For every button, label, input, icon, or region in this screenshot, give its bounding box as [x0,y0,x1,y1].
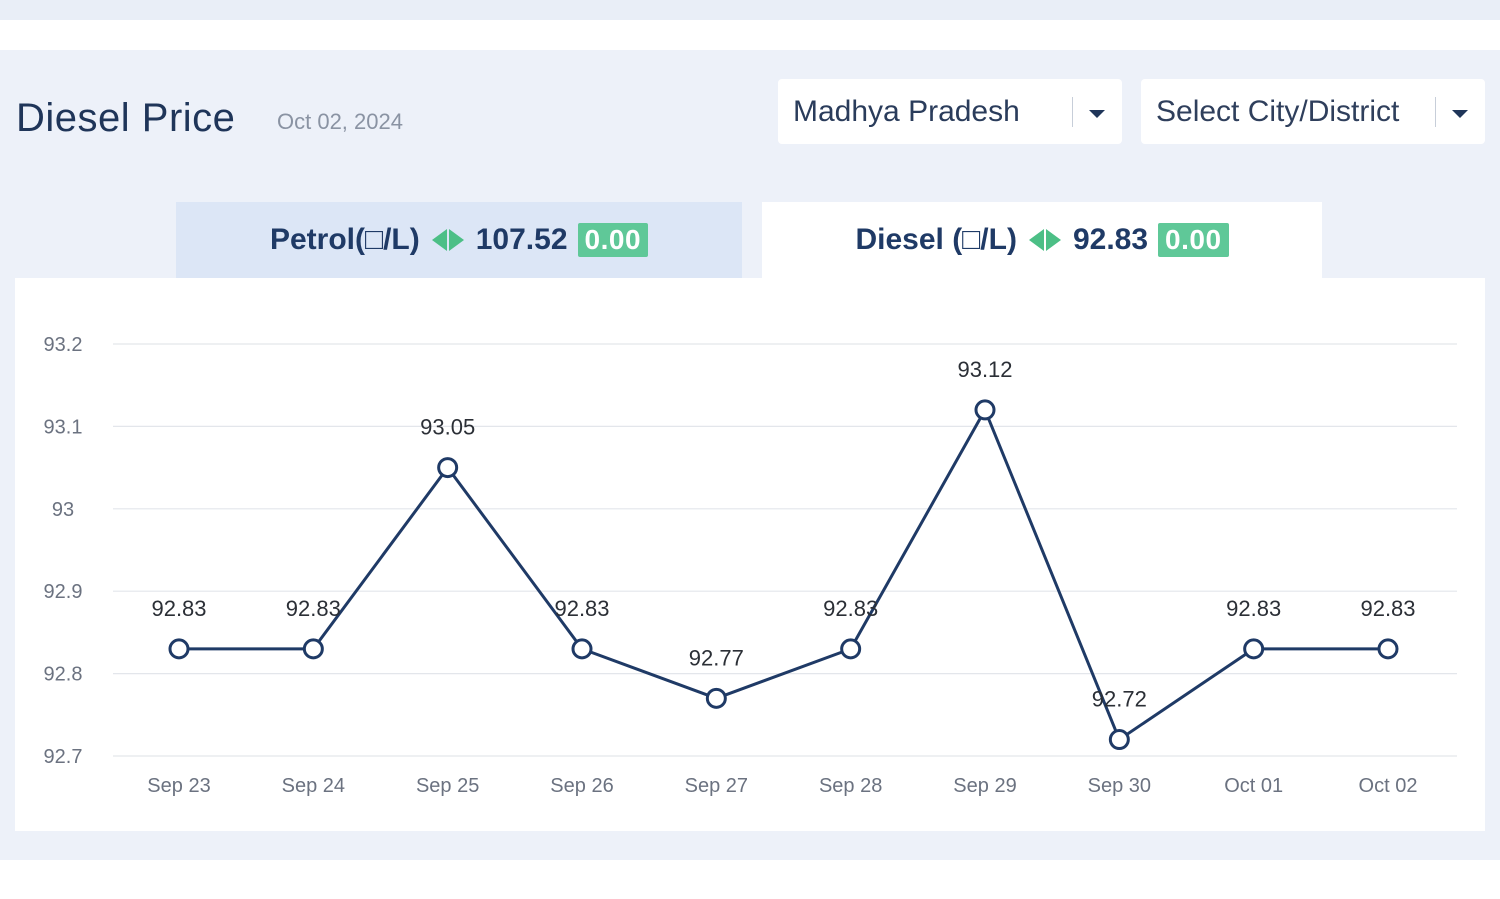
data-point [974,399,996,421]
x-tick-label: Sep 23 [147,775,210,797]
arrow-right-icon [1045,229,1061,251]
data-label: 92.72 [1092,687,1147,712]
y-tick-label: 92.9 [44,581,83,603]
top-strip [0,0,1500,20]
price-change-arrows-icon [1028,229,1061,251]
data-point [1377,638,1399,660]
data-point [705,687,727,709]
data-point [1243,638,1265,660]
tab-petrol-label: Petrol(□/L) [269,223,420,256]
x-tick-label: Sep 28 [819,775,882,797]
x-tick-label: Sep 24 [282,775,345,797]
tab-diesel[interactable]: Diesel (□/L) 92.83 0.00 [762,202,1322,279]
select-separator [1072,97,1073,127]
tab-diesel-change-badge: 0.00 [1158,223,1229,257]
tab-diesel-price: 92.83 [1072,223,1149,256]
price-change-arrows-icon [431,229,464,251]
tab-petrol-change-badge: 0.00 [577,223,649,257]
data-point [1108,729,1130,751]
data-point [168,638,190,660]
tab-diesel-content: Diesel (□/L) 92.83 0.00 [762,223,1322,257]
data-label: 92.83 [554,596,609,621]
x-tick-label: Sep 27 [685,775,748,797]
arrow-right-icon [448,229,464,251]
state-select[interactable]: Madhya Pradesh [778,79,1122,144]
tab-diesel-label: Diesel (□/L) [855,223,1017,256]
diesel-price-line-chart: 92.7 92.8 92.9 93 93.1 93.2 Sep 23 Sep 24 Sep 25… [44,334,1457,797]
x-tick-label: Sep 30 [1088,775,1151,797]
x-tick-label: Sep 25 [416,775,479,797]
y-tick-label: 93.1 [44,416,83,438]
y-tick-label: 92.7 [44,746,83,768]
x-tick-label: Sep 29 [953,775,1016,797]
data-label: 92.83 [1360,596,1415,621]
data-label: 93.05 [420,415,475,440]
page-title: Diesel Price [16,96,236,140]
x-tick-label: Sep 26 [550,775,613,797]
tab-petrol[interactable]: Petrol(□/L) 107.52 0.00 [176,202,742,279]
state-select-value: Madhya Pradesh [793,95,1020,128]
series-line-diesel [179,408,1388,742]
chart-card: 92.7 92.8 92.9 93 93.1 93.2 Sep 23 Sep 24 Sep 25… [15,278,1485,831]
chevron-down-icon[interactable] [1089,110,1105,118]
data-label: 92.83 [286,596,341,621]
arrow-left-icon [431,229,447,251]
tab-petrol-price: 107.52 [475,223,568,256]
y-tick-label: 93.2 [44,334,83,356]
data-label: 92.83 [1226,596,1281,621]
city-select-placeholder: Select City/District [1156,95,1400,128]
x-tick-label: Oct 02 [1359,775,1418,797]
x-tick-label: Oct 01 [1224,775,1283,797]
data-point [840,638,862,660]
price-date: Oct 02, 2024 [277,109,403,134]
data-label: 93.12 [957,357,1012,382]
y-tick-label: 92.8 [44,664,83,686]
select-separator [1435,97,1436,127]
tab-petrol-content: Petrol(□/L) 107.52 0.00 [176,223,742,257]
arrow-left-icon [1028,229,1044,251]
data-label: 92.77 [689,645,744,670]
data-label: 92.83 [823,596,878,621]
chevron-down-icon[interactable] [1452,110,1468,118]
y-tick-label: 93 [52,499,74,521]
data-label: 92.83 [151,596,206,621]
city-select[interactable]: Select City/District [1141,79,1485,144]
data-point [302,638,324,660]
data-point [571,638,593,660]
data-point [437,457,459,479]
